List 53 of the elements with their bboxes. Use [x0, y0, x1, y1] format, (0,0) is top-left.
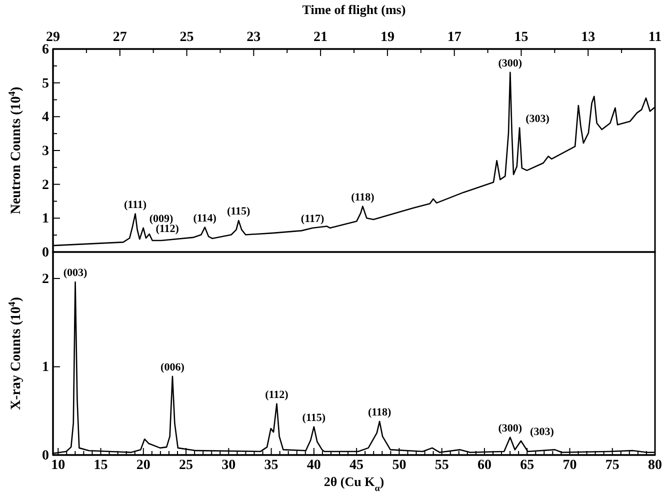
annotation: (006)	[160, 361, 185, 374]
annotation: (115)	[227, 206, 251, 218]
x-tick-label: 25	[180, 30, 194, 46]
x-axis-title: Time of flight (ms)	[302, 2, 406, 17]
annotation: (300)	[498, 57, 522, 70]
annotation: (003)	[63, 267, 88, 280]
x-tick-label: 45	[350, 458, 364, 474]
x-tick-label: 27	[112, 30, 127, 46]
annotation: (009)	[149, 212, 174, 225]
x-tick-label: 11	[648, 30, 662, 46]
x-tick-label: 21	[314, 30, 328, 46]
x-tick-label: 30	[222, 458, 236, 474]
x-tick-label: 75	[605, 458, 620, 474]
x-axis-title: 2θ (Cu K$_{α}$)	[324, 474, 384, 493]
y-tick-label: 2	[42, 272, 49, 287]
x-tick-label: 10	[51, 458, 66, 474]
y-tick-label: 3	[42, 144, 49, 159]
x-tick-label: 15	[514, 30, 528, 46]
annotation: (118)	[351, 191, 375, 204]
annotation: (303)	[526, 112, 550, 125]
x-tick-label: 17	[447, 30, 462, 46]
y-tick-label: 2	[42, 178, 49, 193]
x-tick-label: 65	[520, 458, 534, 474]
x-tick-label: 23	[246, 30, 261, 46]
x-tick-label: 20	[136, 458, 150, 474]
y-tick-label: 1	[42, 212, 49, 227]
annotation: (300)	[498, 422, 522, 434]
annotation: (112)	[265, 388, 289, 401]
x-tick-label: 55	[434, 458, 449, 474]
annotation: (117)	[300, 212, 324, 225]
x-tick-label: 15	[94, 458, 108, 474]
annotation: (303)	[530, 426, 554, 438]
y-tick-label: 1	[42, 360, 49, 376]
annotation: (118)	[368, 406, 392, 418]
x-tick-label: 19	[380, 30, 394, 46]
x-tick-label: 13	[581, 30, 596, 46]
annotation: (115)	[302, 412, 326, 424]
x-tick-label: 35	[264, 458, 278, 474]
x-tick-label: 60	[477, 458, 492, 474]
y-tick-label: 4	[42, 110, 49, 126]
annotation: (112)	[156, 223, 180, 236]
y-tick-label: 0	[42, 245, 49, 260]
annotation: (111)	[124, 198, 147, 211]
x-tick-label: 70	[562, 458, 577, 474]
x-tick-label: 25	[179, 458, 194, 474]
annotation: (114)	[193, 212, 217, 224]
x-tick-label: 50	[392, 458, 406, 474]
y-tick-label: 5	[42, 76, 49, 92]
x-tick-label: 40	[306, 458, 321, 474]
y-tick-label: 0	[42, 448, 49, 464]
x-tick-label: 80	[648, 458, 662, 474]
y-tick-label: 6	[42, 42, 49, 58]
x-tick-label: 29	[46, 30, 60, 46]
